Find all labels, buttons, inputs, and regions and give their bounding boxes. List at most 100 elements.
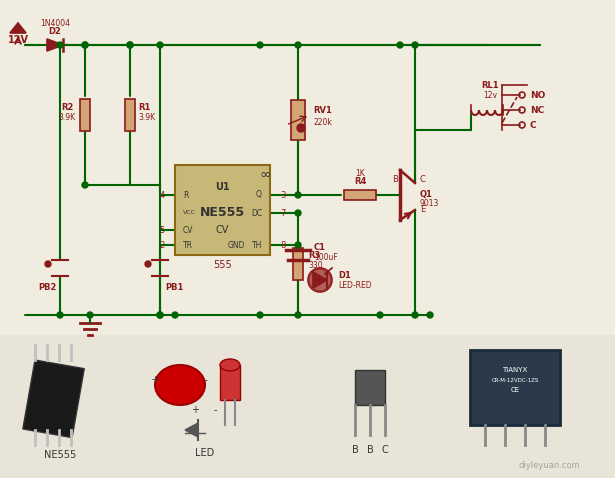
Text: LED-RED: LED-RED xyxy=(338,281,371,290)
Text: B: B xyxy=(367,445,373,455)
Bar xyxy=(293,248,303,280)
Text: PB2: PB2 xyxy=(38,283,57,293)
Circle shape xyxy=(157,312,163,318)
Circle shape xyxy=(45,261,51,267)
Text: diyleyuan.com: diyleyuan.com xyxy=(518,461,580,470)
Text: 4: 4 xyxy=(160,191,165,199)
Text: B: B xyxy=(392,175,398,185)
Bar xyxy=(80,99,90,131)
Polygon shape xyxy=(313,272,327,288)
Text: C: C xyxy=(420,175,426,185)
Text: 12v: 12v xyxy=(483,90,497,99)
Bar xyxy=(0,335,615,478)
Circle shape xyxy=(127,42,133,48)
Circle shape xyxy=(157,312,163,318)
Text: C: C xyxy=(382,445,389,455)
Circle shape xyxy=(172,312,178,318)
Text: NE555: NE555 xyxy=(44,450,76,460)
Circle shape xyxy=(57,312,63,318)
Text: NE555: NE555 xyxy=(200,206,245,219)
Text: C: C xyxy=(530,120,537,130)
Circle shape xyxy=(295,192,301,198)
Bar xyxy=(344,190,376,200)
Circle shape xyxy=(297,124,305,132)
Text: R2: R2 xyxy=(61,102,73,111)
Text: GND: GND xyxy=(228,240,245,250)
Text: 100uF: 100uF xyxy=(314,252,338,261)
Circle shape xyxy=(257,312,263,318)
Circle shape xyxy=(57,42,63,48)
Text: 1K: 1K xyxy=(355,169,365,177)
Text: R4: R4 xyxy=(354,176,366,185)
Ellipse shape xyxy=(155,365,205,405)
Bar xyxy=(291,100,305,140)
Bar xyxy=(175,165,270,255)
Text: 7: 7 xyxy=(280,208,285,217)
Text: NO: NO xyxy=(530,90,546,99)
Circle shape xyxy=(87,312,93,318)
Text: DC: DC xyxy=(251,208,262,217)
Text: D2: D2 xyxy=(49,26,62,35)
Text: 3.9K: 3.9K xyxy=(138,112,155,121)
Ellipse shape xyxy=(220,359,240,371)
Text: CR-M-12VDC-1ZS: CR-M-12VDC-1ZS xyxy=(491,378,539,382)
Bar xyxy=(470,350,560,425)
Polygon shape xyxy=(185,423,198,437)
Circle shape xyxy=(397,42,403,48)
Text: LED: LED xyxy=(196,448,215,458)
Text: 3: 3 xyxy=(280,191,285,199)
Text: D1: D1 xyxy=(338,271,351,280)
Text: CV: CV xyxy=(183,226,194,235)
Polygon shape xyxy=(47,39,63,51)
Text: E: E xyxy=(420,206,425,215)
Text: ∞: ∞ xyxy=(260,168,271,182)
Text: 9013: 9013 xyxy=(420,198,439,207)
Circle shape xyxy=(82,42,88,48)
Text: RL1: RL1 xyxy=(481,80,499,89)
Text: CV: CV xyxy=(216,225,229,235)
Text: Q: Q xyxy=(256,191,262,199)
Text: +: + xyxy=(191,405,199,415)
Text: 2: 2 xyxy=(160,240,165,250)
Circle shape xyxy=(145,261,151,267)
Bar xyxy=(23,360,84,438)
Text: PB1: PB1 xyxy=(165,283,183,293)
Circle shape xyxy=(412,312,418,318)
Text: Q1: Q1 xyxy=(420,191,433,199)
Text: TIANYX: TIANYX xyxy=(502,367,528,373)
Text: 1N4004: 1N4004 xyxy=(40,19,70,28)
Text: +: + xyxy=(150,375,160,385)
Circle shape xyxy=(309,269,331,291)
Circle shape xyxy=(127,42,133,48)
Text: B: B xyxy=(352,445,359,455)
Text: 12V: 12V xyxy=(8,35,29,45)
Circle shape xyxy=(377,312,383,318)
Circle shape xyxy=(295,210,301,216)
Circle shape xyxy=(82,42,88,48)
Text: VCC: VCC xyxy=(183,210,196,216)
Text: NC: NC xyxy=(530,106,544,115)
Text: 220k: 220k xyxy=(313,118,332,127)
Text: CE: CE xyxy=(510,387,520,393)
Text: U1: U1 xyxy=(215,182,230,192)
Text: 3.9K: 3.9K xyxy=(58,112,76,121)
Bar xyxy=(355,370,385,405)
Text: TR: TR xyxy=(183,240,193,250)
Text: C1: C1 xyxy=(314,242,326,251)
Circle shape xyxy=(295,312,301,318)
Text: 5: 5 xyxy=(160,226,165,235)
Text: R1: R1 xyxy=(138,102,151,111)
Text: RV1: RV1 xyxy=(313,106,332,115)
Text: R: R xyxy=(183,191,188,199)
Circle shape xyxy=(157,42,163,48)
Bar xyxy=(220,365,240,400)
Circle shape xyxy=(295,242,301,248)
Text: R3: R3 xyxy=(308,251,320,261)
Text: 8: 8 xyxy=(280,240,285,250)
Circle shape xyxy=(427,312,433,318)
Text: TH: TH xyxy=(252,240,262,250)
Circle shape xyxy=(257,42,263,48)
Polygon shape xyxy=(10,23,26,33)
Text: -: - xyxy=(213,405,216,415)
Text: -: - xyxy=(203,375,207,385)
